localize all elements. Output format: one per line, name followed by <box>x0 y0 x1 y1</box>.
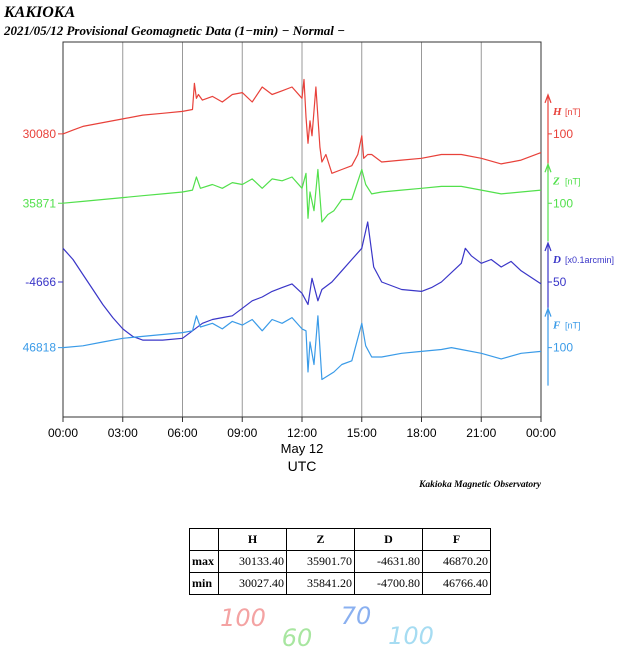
x-tick-label: 18:00 <box>406 426 436 440</box>
left-axis-labels: 30080 35871 -4666 46818 <box>23 127 63 355</box>
x-axis-label: UTC <box>288 458 317 474</box>
x-tick-label: 00:00 <box>48 426 78 440</box>
handwritten-note: 60 <box>282 624 313 652</box>
x-tick-label: 12:00 <box>287 426 317 440</box>
series-name-z: Z <box>552 175 560 187</box>
baseline-label-f: 46818 <box>23 341 57 355</box>
max-d: -4631.80 <box>354 550 423 573</box>
plot-frame <box>62 41 542 418</box>
header-h: H <box>218 528 287 551</box>
x-tick-label: 03:00 <box>108 426 138 440</box>
x-tick-labels: 00:00 03:00 06:00 09:00 12:00 15:00 18:00 21:00… <box>48 426 556 440</box>
x-date-label: May 12 <box>281 441 324 456</box>
baseline-label-d: -4666 <box>25 275 56 289</box>
scale-arrow-icon <box>544 162 552 173</box>
scale-arrow-icon <box>544 306 552 317</box>
series-line-z <box>62 168 542 223</box>
stats-table: H Z D F max 30133.40 35901.70 -4631.80 4… <box>189 528 491 595</box>
table-corner <box>189 528 219 551</box>
series-layer <box>62 78 542 381</box>
max-z: 35901.70 <box>286 550 355 573</box>
series-unit-h: [nT] <box>565 107 581 117</box>
series-line-d <box>62 221 542 341</box>
min-f: 46766.40 <box>422 572 491 595</box>
series-unit-d: [x0.1arcmin] <box>565 255 614 265</box>
table-row-max: max 30133.40 35901.70 -4631.80 46870.20 <box>189 550 491 573</box>
header-z: Z <box>286 528 355 551</box>
row-label-min: min <box>189 572 219 595</box>
series-unit-z: [nT] <box>565 176 581 186</box>
table-row-min: min 30027.40 35841.20 -4700.80 46766.40 <box>189 572 491 595</box>
scale-arrow-icon <box>544 241 552 252</box>
series-line-f <box>62 315 542 381</box>
min-h: 30027.40 <box>218 572 287 595</box>
scale-value-h: 100 <box>553 127 573 141</box>
min-d: -4700.80 <box>354 572 423 595</box>
handwritten-notes: 100 60 70 100 <box>220 602 434 652</box>
credit-text: Kakioka Magnetic Observatory <box>418 480 542 490</box>
max-f: 46870.20 <box>422 550 491 573</box>
handwritten-note: 100 <box>388 622 434 650</box>
header-d: D <box>354 528 423 551</box>
table-header-row: H Z D F <box>189 528 491 551</box>
chart-subtitle: 2021/05/12 Provisional Geomagnetic Data … <box>3 23 345 38</box>
x-tick-label: 21:00 <box>466 426 496 440</box>
grid <box>62 42 542 422</box>
x-tick-label: 09:00 <box>227 426 257 440</box>
row-label-max: max <box>189 550 219 573</box>
series-name-f: F <box>552 320 561 332</box>
scale-value-z: 100 <box>553 196 573 210</box>
scale-value-d: 50 <box>553 275 567 289</box>
chart-title: KAKIOKA <box>3 4 75 21</box>
baseline-label-z: 35871 <box>23 196 57 210</box>
header-f: F <box>422 528 491 551</box>
series-unit-f: [nT] <box>565 321 581 331</box>
scale-arrow-icon <box>544 93 552 104</box>
x-tick-label: 15:00 <box>347 426 377 440</box>
baseline-label-h: 30080 <box>23 127 57 141</box>
x-tick-label: 06:00 <box>167 426 197 440</box>
handwritten-note: 70 <box>341 602 372 630</box>
series-name-d: D <box>552 254 561 266</box>
scale-value-f: 100 <box>553 341 573 355</box>
handwritten-note: 100 <box>220 604 266 632</box>
min-z: 35841.20 <box>286 572 355 595</box>
series-line-h <box>62 78 542 174</box>
max-h: 30133.40 <box>218 550 287 573</box>
series-name-h: H <box>552 106 562 118</box>
x-tick-label: 00:00 <box>526 426 556 440</box>
